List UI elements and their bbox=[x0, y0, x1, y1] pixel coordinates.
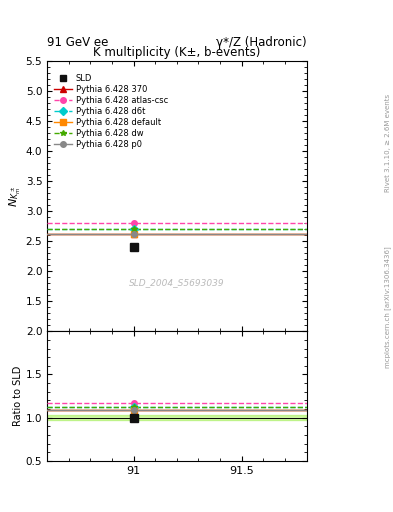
Text: K multiplicity (K±, b-events): K multiplicity (K±, b-events) bbox=[93, 46, 261, 59]
Text: γ*/Z (Hadronic): γ*/Z (Hadronic) bbox=[216, 36, 307, 49]
Text: mcplots.cern.ch [arXiv:1306.3436]: mcplots.cern.ch [arXiv:1306.3436] bbox=[384, 246, 391, 368]
Bar bbox=[47, 415, 307, 420]
Y-axis label: Ratio to SLD: Ratio to SLD bbox=[13, 366, 23, 426]
Text: SLD_2004_S5693039: SLD_2004_S5693039 bbox=[129, 278, 225, 287]
Text: Rivet 3.1.10, ≥ 2.6M events: Rivet 3.1.10, ≥ 2.6M events bbox=[385, 94, 391, 193]
Y-axis label: $N_{K^\pm_m}$: $N_{K^\pm_m}$ bbox=[7, 186, 23, 207]
Legend: SLD, Pythia 6.428 370, Pythia 6.428 atlas-csc, Pythia 6.428 d6t, Pythia 6.428 de: SLD, Pythia 6.428 370, Pythia 6.428 atla… bbox=[54, 74, 168, 149]
Text: 91 GeV ee: 91 GeV ee bbox=[47, 36, 108, 49]
